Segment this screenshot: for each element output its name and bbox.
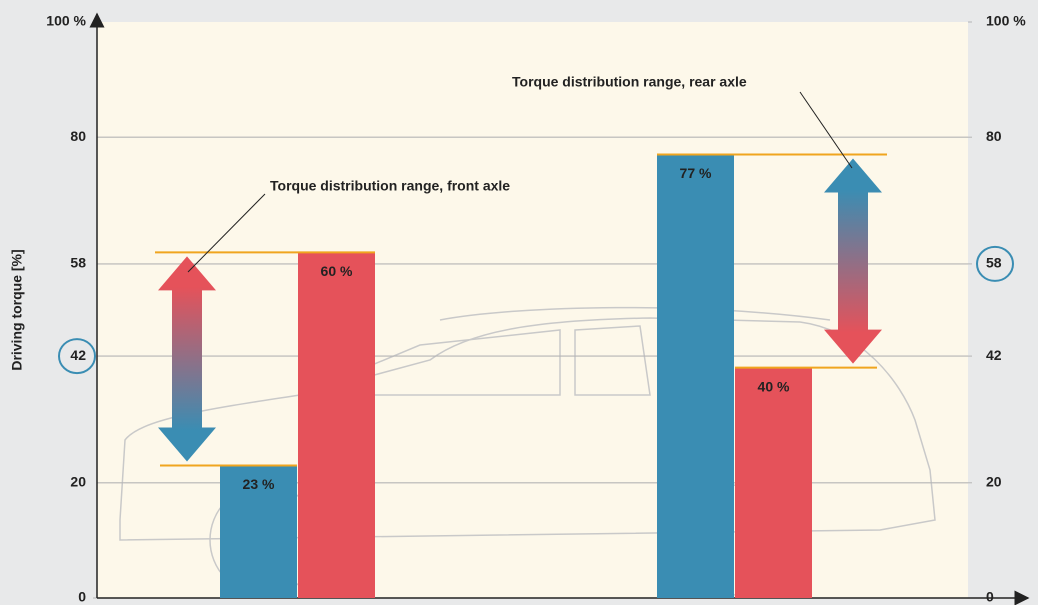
tick-label: 80 bbox=[986, 128, 1002, 144]
value-label: 77 % bbox=[680, 165, 712, 181]
tick-label: 0 bbox=[78, 589, 86, 605]
annotation: Torque distribution range, rear axle bbox=[512, 74, 747, 90]
tick-label: 100 % bbox=[986, 13, 1026, 29]
tick-label: 80 bbox=[70, 128, 86, 144]
bar bbox=[298, 252, 375, 598]
annotation-leader bbox=[187, 193, 266, 273]
tick-label: 100 % bbox=[46, 13, 86, 29]
y-axis-label: Driving torque [%] bbox=[9, 249, 25, 370]
tick-label: 58 bbox=[986, 255, 1002, 271]
annotation: Torque distribution range, front axle bbox=[270, 178, 510, 194]
value-label: 60 % bbox=[321, 263, 353, 279]
tick-label: 20 bbox=[70, 474, 86, 490]
bar bbox=[220, 465, 297, 598]
value-label: 23 % bbox=[243, 476, 275, 492]
bar bbox=[735, 367, 812, 598]
tick-highlight bbox=[976, 245, 1014, 282]
tick-label: 20 bbox=[986, 474, 1002, 490]
tick-label: 42 bbox=[986, 347, 1002, 363]
tick-label: 42 bbox=[70, 347, 86, 363]
bar bbox=[657, 154, 734, 599]
tick-label: 0 bbox=[986, 589, 994, 605]
range-arrow bbox=[158, 256, 216, 462]
value-label: 40 % bbox=[758, 378, 790, 394]
range-arrow bbox=[824, 158, 882, 364]
annotation-leader bbox=[799, 91, 853, 169]
tick-label: 58 bbox=[70, 255, 86, 271]
tick-highlight bbox=[58, 338, 96, 375]
